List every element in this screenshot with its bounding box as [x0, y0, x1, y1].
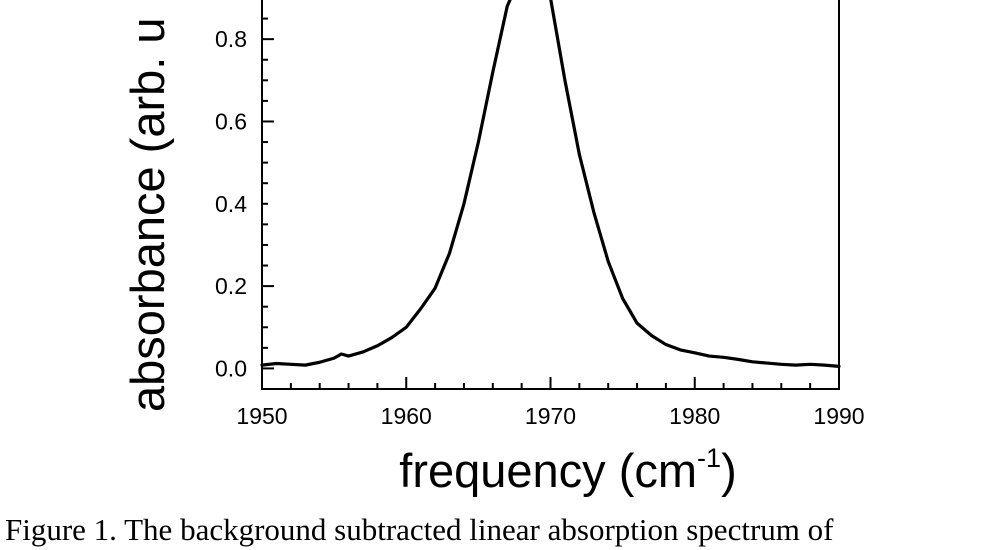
x-tick-label: 1980 [669, 403, 720, 429]
y-axis-ticks [262, 17, 274, 370]
y-tick-label: 0.0 [215, 355, 247, 381]
absorbance-curve [260, 0, 841, 368]
y-tick-label: 0.8 [215, 26, 247, 52]
x-tick-label: 1970 [525, 403, 576, 429]
y-tick-label: 0.6 [215, 108, 247, 134]
plot-frame [261, 0, 840, 390]
y-tick-label: 0.2 [215, 273, 247, 299]
x-tick-label: 1990 [813, 403, 864, 429]
x-axis-title: frequency (cm-1) [399, 443, 736, 497]
y-tick-label: 0.4 [215, 191, 247, 217]
y-axis-tick-labels: 0.0 0.2 0.4 0.6 0.8 [215, 26, 247, 381]
x-axis-ticks [261, 377, 840, 389]
y-axis-title: absorbance (arb. u [121, 17, 174, 412]
x-tick-label: 1950 [236, 403, 287, 429]
x-tick-label: 1960 [381, 403, 432, 429]
x-axis-tick-labels: 1950 1960 1970 1980 1990 [236, 403, 864, 429]
figure-caption: Figure 1. The background subtracted line… [5, 512, 834, 547]
